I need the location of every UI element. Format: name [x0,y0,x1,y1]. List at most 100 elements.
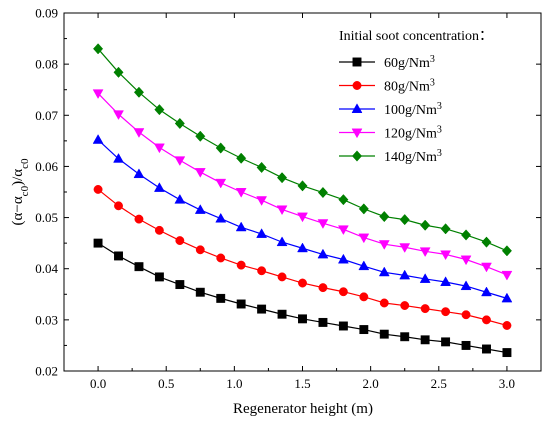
data-point [215,142,226,154]
data-point [482,344,491,354]
legend-label: 120g/Nm3 [384,124,442,142]
legend-marker [352,81,362,90]
data-point [154,225,164,235]
data-point [318,283,328,293]
legend-marker [351,128,363,139]
legend-item: 120g/Nm3 [339,124,442,142]
y-tick-label: 0.06 [35,159,58,174]
x-axis-label: Regenerator height (m) [233,401,373,417]
data-point [93,184,103,194]
data-point [419,273,431,283]
data-point [400,301,410,310]
y-tick-label: 0.02 [35,364,58,379]
data-point [216,293,226,303]
data-point [195,130,206,142]
data-point [379,329,389,339]
series-1 [93,184,512,330]
x-tick-label: 2.5 [431,376,447,391]
legend-item: 60g/Nm3 [339,54,435,71]
y-tick-label: 0.03 [35,312,58,327]
data-point [358,233,370,244]
data-point [501,270,513,281]
data-point [338,321,348,331]
data-point [134,262,144,272]
data-point [379,298,389,308]
data-point [502,348,512,358]
y-tick-label: 0.04 [35,261,58,276]
data-point [337,225,349,236]
data-point [195,287,205,297]
data-point [460,280,472,291]
series-0 [93,238,512,358]
data-point [153,182,165,192]
legend-marker [351,150,363,162]
data-point [93,238,103,248]
data-point [154,104,165,116]
data-point [399,243,411,253]
legend-marker [352,57,362,67]
legend-title: Initial soot concentration： [339,29,493,44]
data-point [174,156,186,167]
data-point [338,287,348,297]
data-point [277,272,287,282]
data-point [236,152,247,164]
x-tick-label: 1.5 [294,376,310,391]
data-point [440,223,451,235]
series-3 [92,89,513,281]
data-point [93,43,104,55]
data-point [399,269,411,280]
data-point [276,236,288,247]
data-point [441,307,451,317]
data-point [317,219,329,229]
data-point [420,219,431,231]
data-point [461,310,471,320]
data-point [113,153,124,163]
data-point [194,168,206,178]
data-point [502,321,512,330]
legend-item: 80g/Nm3 [339,77,435,95]
legend-marker [351,103,363,113]
data-point [256,196,268,206]
data-point [378,240,390,250]
data-point [174,193,186,204]
data-point [297,212,308,223]
data-point [114,251,123,261]
y-tick-label: 0.07 [35,108,58,123]
data-point [153,143,165,154]
data-point [236,260,246,270]
data-point [113,110,124,120]
data-point [359,292,369,302]
data-point [175,236,185,246]
data-point [133,168,145,179]
data-point [461,229,472,241]
data-point [256,228,268,238]
data-point [235,221,247,232]
series-layer [92,43,513,358]
y-tick-label: 0.05 [35,210,58,225]
x-tick-label: 1.0 [226,376,242,391]
data-point [379,210,390,223]
data-point [216,253,226,263]
series-2 [92,134,513,303]
data-point [195,245,205,255]
data-point [277,309,287,319]
data-point [460,255,472,266]
data-point [378,266,390,277]
data-point [481,286,492,297]
legend-label: 140g/Nm3 [384,148,442,166]
data-point [298,314,307,324]
data-point [92,134,104,144]
y-tick-label: 0.09 [35,6,58,21]
legend-item: 100g/Nm3 [339,101,442,118]
legend-label: 80g/Nm3 [384,77,435,95]
data-point [114,201,123,211]
data-point [235,188,247,198]
x-tick-label: 2.0 [363,376,379,391]
data-point [256,161,267,174]
data-point [317,248,329,259]
data-point [236,299,246,309]
data-point [359,325,369,335]
data-point [318,317,328,327]
data-point [174,117,185,130]
